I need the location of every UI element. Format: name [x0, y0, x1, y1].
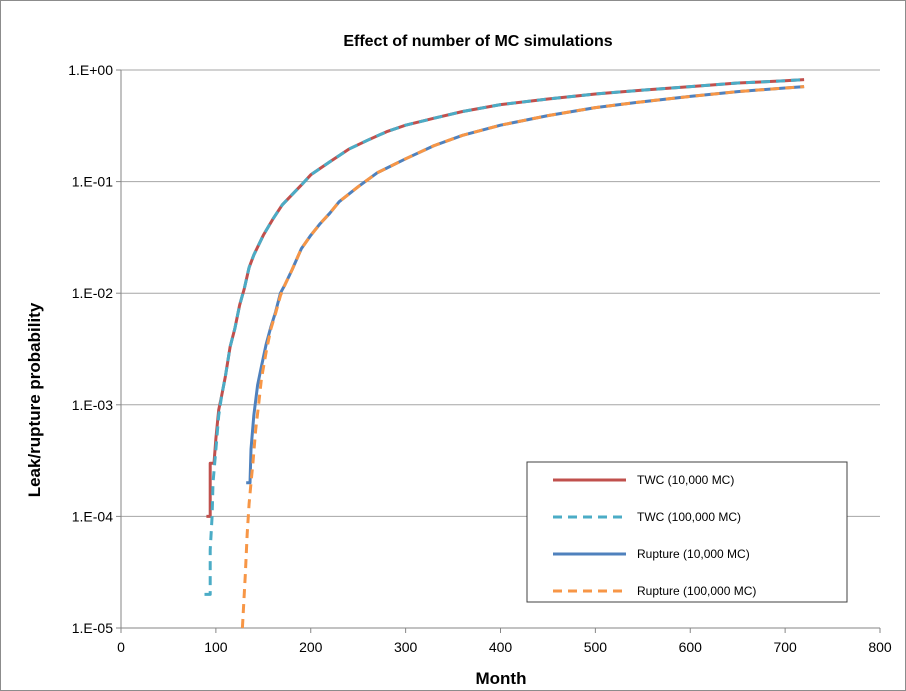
x-tick-label: 400 — [489, 639, 513, 655]
series-line-3 — [246, 85, 805, 485]
x-tick-label: 500 — [584, 639, 608, 655]
y-tick-label: 1.E+00 — [68, 62, 113, 78]
series-line-2 — [204, 78, 805, 596]
gridlines — [121, 69, 880, 517]
x-tick-label: 300 — [394, 639, 418, 655]
x-tick-label: 600 — [679, 639, 703, 655]
y-tick-label: 1.E-02 — [72, 285, 113, 301]
y-axis-title: Leak/rupture probability — [25, 302, 44, 497]
legend-label: TWC (100,000 MC) — [637, 510, 741, 524]
y-tick-label: 1.E-04 — [72, 508, 113, 524]
x-tick-label: 200 — [299, 639, 323, 655]
series-lines — [204, 78, 805, 629]
x-tick-label: 800 — [868, 639, 892, 655]
x-tick-labels: 0 100 200 300 400 500 600 700 800 — [117, 639, 892, 655]
x-axis-title: Month — [476, 669, 527, 688]
y-tick-label: 1.E-01 — [72, 174, 113, 190]
legend-label: Rupture (10,000 MC) — [637, 547, 750, 561]
x-tick-label: 0 — [117, 639, 125, 655]
chart-title: Effect of number of MC simulations — [343, 33, 612, 50]
series-line-1 — [206, 78, 805, 518]
legend-box — [526, 461, 848, 603]
legend-label: TWC (10,000 MC) — [637, 473, 734, 487]
x-tick-label: 700 — [773, 639, 797, 655]
legend-label: Rupture (100,000 MC) — [637, 584, 756, 598]
series-line-4 — [240, 85, 805, 629]
y-tick-label: 1.E-03 — [72, 397, 113, 413]
y-tick-label: 1.E-05 — [72, 620, 113, 636]
legend: TWC (10,000 MC) TWC (100,000 MC) Rupture (… — [526, 461, 848, 603]
y-tick-labels: 1.E-05 1.E-04 1.E-03 1.E-02 1.E-01 1.E+00 — [68, 62, 113, 636]
x-tick-label: 100 — [204, 639, 228, 655]
axes — [116, 69, 881, 633]
